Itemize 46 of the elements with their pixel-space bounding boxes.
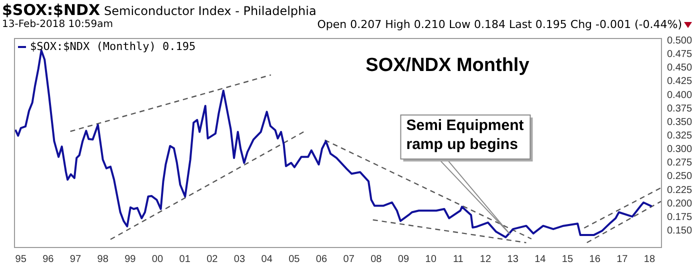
y-tick-label: 0.225 xyxy=(666,184,692,196)
x-tick-label: 04 xyxy=(261,254,273,265)
x-tick-label: 00 xyxy=(152,254,164,265)
y-tick-label: 0.325 xyxy=(666,130,692,142)
x-tick-label: 11 xyxy=(452,254,464,265)
text: 13-Feb-2018 10:59am xyxy=(2,19,113,30)
text: $SOX:$NDX xyxy=(2,1,100,19)
x-tick-label: 07 xyxy=(343,254,355,265)
y-tick-label: 0.425 xyxy=(666,76,692,88)
y-tick-label: 0.450 xyxy=(666,62,692,74)
x-tick-label: 09 xyxy=(398,254,410,265)
x-tick-label: 99 xyxy=(124,254,136,265)
y-tick-label: 0.350 xyxy=(666,116,692,128)
text: Semiconductor Index - Philadelphia xyxy=(104,4,316,18)
y-tick-label: 0.250 xyxy=(666,171,692,182)
y-tick-label: 0.175 xyxy=(666,212,692,223)
y-tick-label: 0.475 xyxy=(666,49,692,60)
text: SOX/NDX Monthly xyxy=(366,55,530,76)
y-tick-label: 0.375 xyxy=(666,103,692,114)
x-tick-label: 08 xyxy=(370,254,382,265)
x-tick-label: 17 xyxy=(616,254,628,265)
x-tick-label: 98 xyxy=(97,254,109,265)
legend-label: $SOX:$NDX (Monthly) 0.195 xyxy=(30,40,196,53)
x-tick-label: 16 xyxy=(589,254,601,265)
y-tick-label: 0.200 xyxy=(666,198,692,210)
y-tick-label: 0.275 xyxy=(666,158,692,169)
x-tick-label: 96 xyxy=(42,254,54,265)
annotation: Semi Equipment ramp up begins xyxy=(406,117,524,154)
x-tick-label: 10 xyxy=(425,254,437,265)
x-tick-label: 01 xyxy=(179,254,191,265)
x-tick-label: 03 xyxy=(234,254,246,265)
y-tick-label: 0.150 xyxy=(666,225,692,236)
x-tick-label: 02 xyxy=(206,254,218,265)
x-tick-label: 05 xyxy=(288,254,300,265)
x-tick-label: 15 xyxy=(562,254,574,265)
text: Open 0.207 High 0.210 Low 0.184 Last 0.195 Chg -0.001 (-0.44%) xyxy=(317,18,682,31)
x-tick-label: 18 xyxy=(644,254,656,265)
x-tick-label: 13 xyxy=(507,254,519,265)
x-tick-label: 97 xyxy=(70,254,82,265)
y-tick-label: 0.500 xyxy=(666,35,692,46)
y-tick-label: 0.300 xyxy=(666,144,692,156)
x-tick-label: 95 xyxy=(15,254,27,265)
x-tick-label: 14 xyxy=(534,254,546,265)
x-tick-label: 12 xyxy=(480,254,492,265)
y-tick-label: 0.400 xyxy=(666,90,692,101)
x-tick-label: 06 xyxy=(316,254,328,265)
